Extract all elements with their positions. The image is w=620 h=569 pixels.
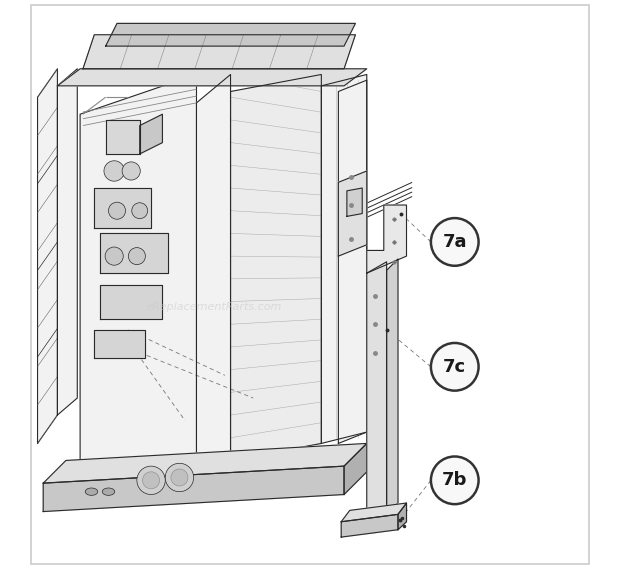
Circle shape xyxy=(108,202,125,219)
Text: 7c: 7c xyxy=(443,358,466,376)
Circle shape xyxy=(105,247,123,265)
Polygon shape xyxy=(58,69,78,415)
Polygon shape xyxy=(38,69,58,443)
Text: 7b: 7b xyxy=(442,471,467,489)
Polygon shape xyxy=(231,75,321,460)
Circle shape xyxy=(171,469,188,486)
Polygon shape xyxy=(398,503,407,530)
Polygon shape xyxy=(83,35,355,69)
Circle shape xyxy=(122,162,140,180)
Circle shape xyxy=(143,472,159,489)
Polygon shape xyxy=(341,514,398,537)
Ellipse shape xyxy=(85,488,98,496)
Polygon shape xyxy=(367,205,407,273)
Polygon shape xyxy=(387,259,398,512)
Polygon shape xyxy=(94,188,151,228)
Polygon shape xyxy=(100,284,162,319)
Circle shape xyxy=(128,248,146,265)
Polygon shape xyxy=(321,75,367,443)
Polygon shape xyxy=(341,503,407,522)
Ellipse shape xyxy=(102,488,115,496)
Polygon shape xyxy=(367,262,387,523)
Polygon shape xyxy=(100,233,168,273)
Polygon shape xyxy=(105,120,140,154)
Polygon shape xyxy=(197,75,231,489)
Polygon shape xyxy=(347,188,362,216)
Circle shape xyxy=(431,456,479,504)
Polygon shape xyxy=(43,466,344,512)
Polygon shape xyxy=(94,330,146,358)
Circle shape xyxy=(431,343,479,391)
Polygon shape xyxy=(339,80,367,443)
Circle shape xyxy=(104,161,125,181)
Polygon shape xyxy=(105,23,355,46)
Circle shape xyxy=(132,203,148,218)
Circle shape xyxy=(431,218,479,266)
Polygon shape xyxy=(80,75,197,494)
Polygon shape xyxy=(43,443,367,483)
Circle shape xyxy=(137,466,166,494)
Text: 7a: 7a xyxy=(443,233,467,251)
Circle shape xyxy=(166,463,193,492)
Polygon shape xyxy=(140,114,162,154)
Polygon shape xyxy=(58,69,367,86)
Polygon shape xyxy=(339,171,367,256)
Polygon shape xyxy=(344,443,367,494)
Text: eReplacementParts.com: eReplacementParts.com xyxy=(145,302,281,312)
